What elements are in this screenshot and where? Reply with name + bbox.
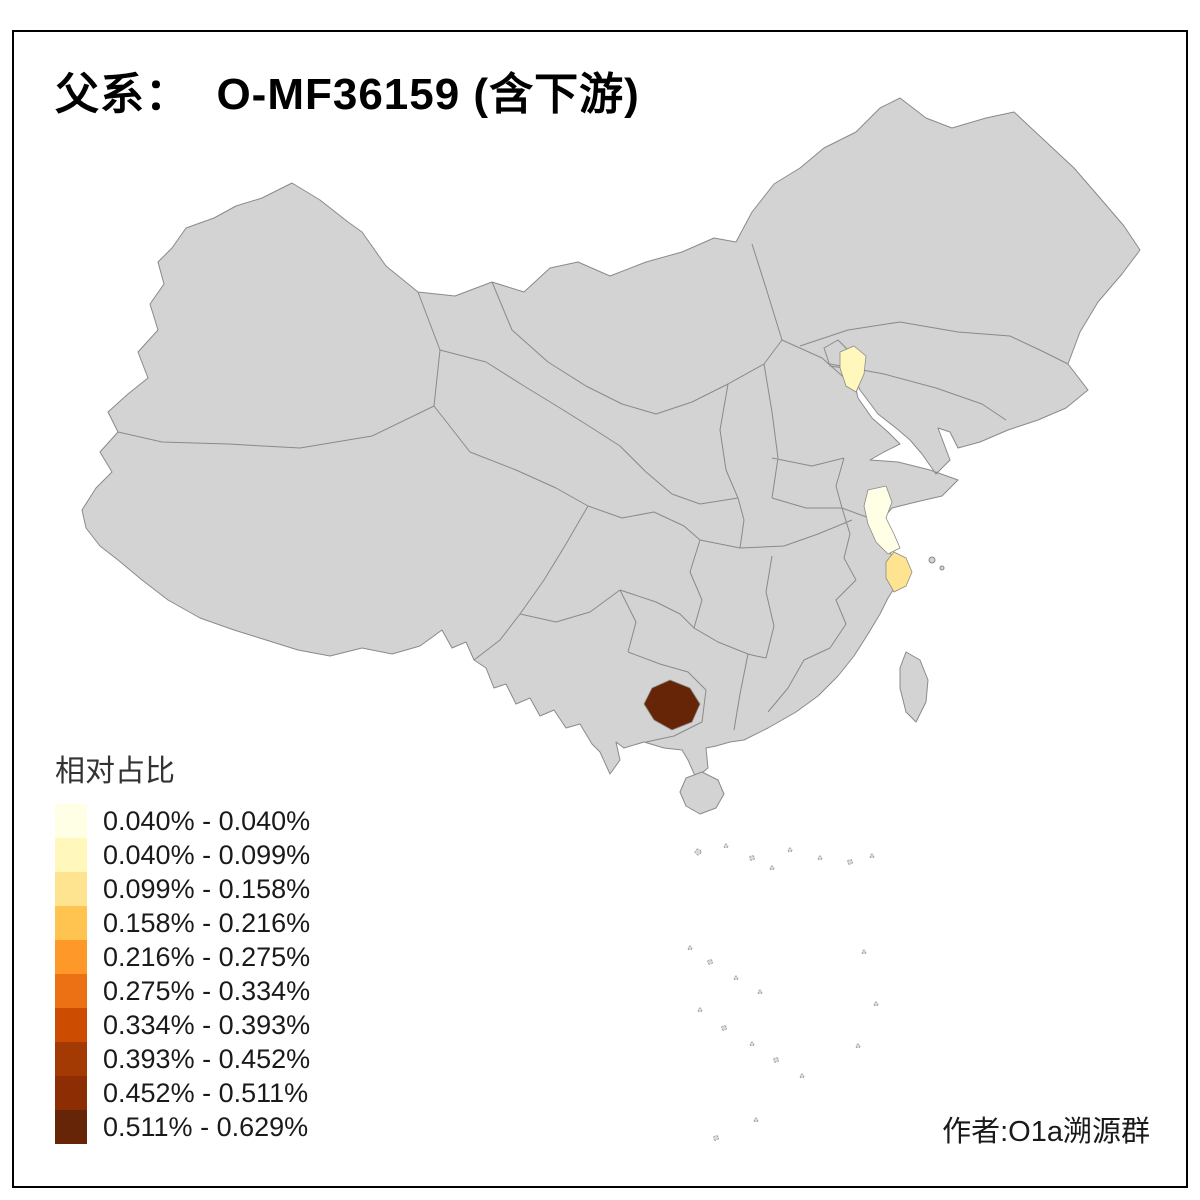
legend: 相对占比 0.040% - 0.040% 0.040% - 0.099% 0.0… <box>55 746 310 1144</box>
legend-item: 0.099% - 0.158% <box>55 872 310 906</box>
legend-item: 0.040% - 0.040% <box>55 804 310 838</box>
legend-swatch <box>55 804 87 838</box>
author-credit: 作者:O1a溯源群 <box>942 1116 1150 1148</box>
legend-range-label: 0.040% - 0.040% <box>103 806 311 836</box>
taiwan-island <box>899 651 929 723</box>
legend-range-label: 0.393% - 0.452% <box>103 1044 311 1074</box>
page-title: 父系： O-MF36159 (含下游) <box>55 70 640 119</box>
legend-item: 0.158% - 0.216% <box>55 906 310 940</box>
legend-range-label: 0.511% - 0.629% <box>103 1112 309 1142</box>
region-tianjin <box>839 345 867 393</box>
legend-title: 相对占比 <box>55 755 175 788</box>
legend-item: 0.040% - 0.099% <box>55 838 310 872</box>
legend-swatch <box>55 1076 87 1110</box>
legend-range-label: 0.216% - 0.275% <box>103 942 311 972</box>
zhoushan-islet <box>939 565 945 571</box>
region-jiangsu <box>863 485 901 555</box>
region-southeast-yunnan <box>643 679 701 731</box>
legend-item: 0.511% - 0.629% <box>55 1110 310 1144</box>
legend-range-label: 0.158% - 0.216% <box>103 908 311 938</box>
legend-range-label: 0.334% - 0.393% <box>103 1010 311 1040</box>
legend-range-label: 0.040% - 0.099% <box>103 840 311 870</box>
legend-swatch <box>55 1110 87 1144</box>
legend-item: 0.393% - 0.452% <box>55 1042 310 1076</box>
legend-swatch <box>55 1042 87 1076</box>
legend-item: 0.216% - 0.275% <box>55 940 310 974</box>
zhoushan-island <box>928 556 936 564</box>
legend-item: 0.275% - 0.334% <box>55 974 310 1008</box>
region-shanghai <box>885 551 913 593</box>
legend-swatch <box>55 838 87 872</box>
legend-range-label: 0.099% - 0.158% <box>103 874 311 904</box>
legend-swatch <box>55 906 87 940</box>
hainan-island <box>679 771 725 815</box>
mainland-china-outline <box>81 97 1141 779</box>
legend-item: 0.452% - 0.511% <box>55 1076 310 1110</box>
legend-item: 0.334% - 0.393% <box>55 1008 310 1042</box>
legend-swatch <box>55 974 87 1008</box>
legend-swatch <box>55 940 87 974</box>
legend-swatch <box>55 872 87 906</box>
legend-swatch <box>55 1008 87 1042</box>
legend-range-label: 0.275% - 0.334% <box>103 976 311 1006</box>
south-china-sea-islands <box>687 843 879 1141</box>
legend-range-label: 0.452% - 0.511% <box>103 1078 309 1108</box>
